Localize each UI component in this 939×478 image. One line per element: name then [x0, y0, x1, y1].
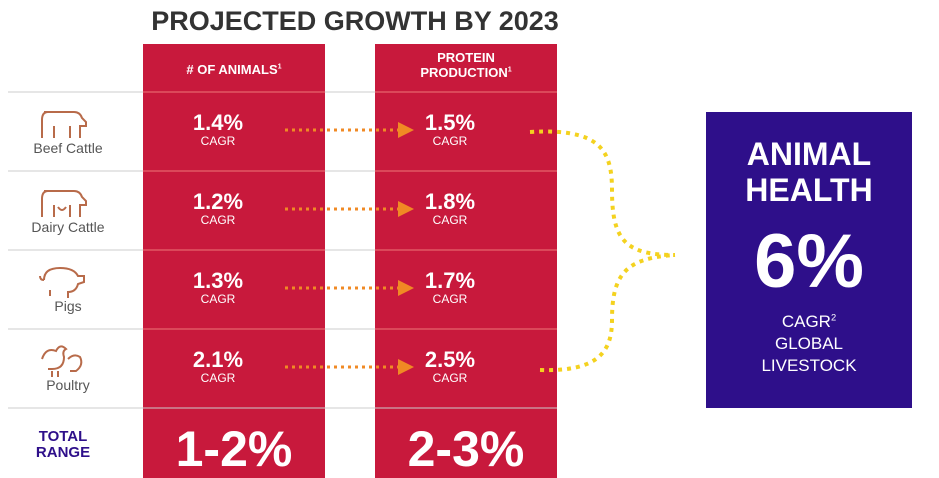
animal-icon [41, 345, 83, 377]
footnote-mark: 2 [830, 312, 837, 323]
total-label: RANGE [35, 444, 91, 461]
total-label: TOTAL [38, 428, 88, 445]
arrow-head [398, 201, 414, 217]
value: 2.5% [424, 347, 476, 372]
title: PROJECTED GROWTH BY 2023 [151, 6, 559, 36]
animal-icon [39, 266, 85, 298]
animal-icon [41, 190, 87, 217]
column-header: PRODUCTION1 [420, 65, 512, 80]
value-unit: CAGR [432, 134, 468, 148]
value-unit: CAGR [200, 371, 236, 385]
value: 1.5% [424, 110, 476, 135]
callout-line: LIVESTOCK [761, 356, 857, 375]
value-unit: CAGR [200, 213, 236, 227]
animal-icon [41, 111, 87, 138]
callout-line: GLOBAL [774, 334, 844, 353]
column-header: # OF ANIMALS1 [186, 62, 282, 77]
value-unit: CAGR [200, 292, 236, 306]
arrow-head [398, 122, 414, 138]
column-header: PROTEIN [437, 50, 495, 65]
row-label: Pigs [54, 298, 82, 314]
row-label: Poultry [46, 377, 90, 393]
row-label: Dairy Cattle [31, 219, 105, 235]
arrow-head [398, 280, 414, 296]
animals-column [143, 44, 325, 478]
value: 2.1% [192, 347, 244, 372]
brace [529, 129, 676, 373]
protein-column [375, 44, 557, 478]
callout-heading: HEALTH [745, 172, 873, 208]
callout-unit: CAGR2 [781, 312, 837, 331]
value: 1.3% [192, 268, 244, 293]
total-value: 2-3% [407, 421, 525, 477]
callout-box [706, 112, 912, 408]
value-unit: CAGR [432, 213, 468, 227]
footnote-mark: 1 [507, 65, 512, 74]
value: 1.4% [192, 110, 244, 135]
value: 1.8% [424, 189, 476, 214]
callout-value: 6% [754, 219, 864, 304]
total-value: 1-2% [175, 421, 293, 477]
value: 1.7% [424, 268, 476, 293]
row-label: Beef Cattle [33, 140, 103, 156]
arrow-head [398, 359, 414, 375]
value-unit: CAGR [432, 292, 468, 306]
value-unit: CAGR [200, 134, 236, 148]
footnote-mark: 1 [277, 62, 282, 71]
callout-heading: ANIMAL [746, 136, 872, 172]
value: 1.2% [192, 189, 244, 214]
value-unit: CAGR [432, 371, 468, 385]
